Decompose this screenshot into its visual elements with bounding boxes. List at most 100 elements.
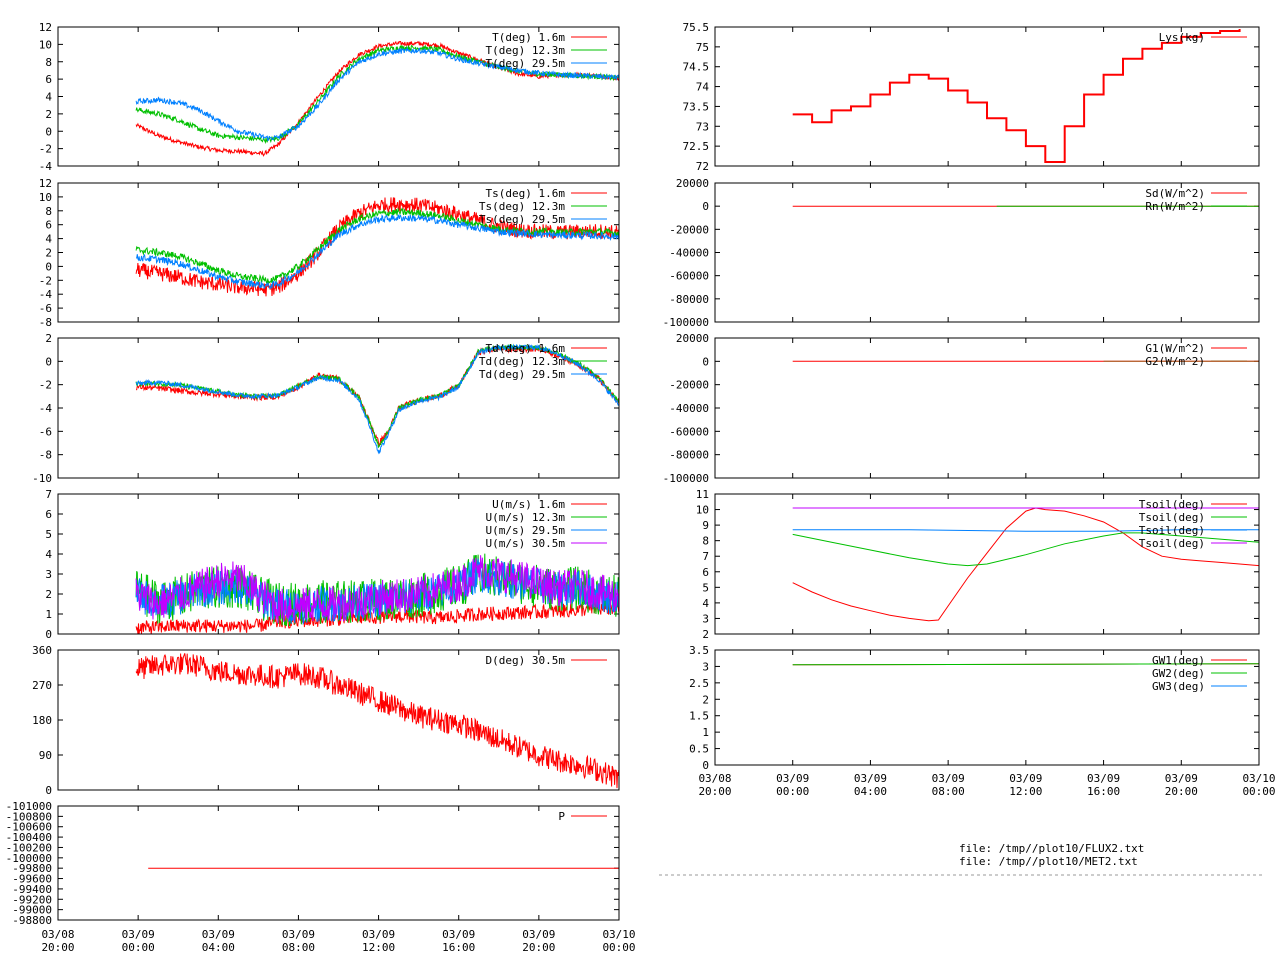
x-tick-time: 00:00 xyxy=(776,785,809,798)
legend-label: Tsoil(deg) xyxy=(1139,537,1205,550)
series-line xyxy=(135,653,619,789)
y-tick-label: 2.5 xyxy=(689,677,709,690)
y-tick-label: 72 xyxy=(696,160,709,173)
series-line xyxy=(792,529,1259,532)
y-tick-label: 73 xyxy=(696,120,709,133)
x-tick-time: 12:00 xyxy=(1009,785,1042,798)
legend-label: T(deg) 1.6m xyxy=(492,31,565,44)
x-tick-date: 03/10 xyxy=(602,928,635,941)
legend-label: GW2(deg) xyxy=(1152,667,1205,680)
y-tick-label: 8 xyxy=(45,205,52,218)
y-tick-label: 10 xyxy=(39,191,52,204)
y-tick-label: 2 xyxy=(702,628,709,641)
y-tick-label: 270 xyxy=(32,679,52,692)
x-tick-date: 03/09 xyxy=(932,772,965,785)
legend-label: GW1(deg) xyxy=(1152,654,1205,667)
x-tick-time: 12:00 xyxy=(362,941,395,954)
y-tick-label: 6 xyxy=(45,508,52,521)
panel-gw: 3.5 3 2.5 2 1.5 1 0.5 0 GW1(deg)GW2(deg)GW3(deg) xyxy=(689,644,1260,772)
series-line xyxy=(136,345,619,447)
y-tick-label: 180 xyxy=(32,714,52,727)
x-tick-time: 04:00 xyxy=(854,785,887,798)
y-tick-label: 5 xyxy=(702,581,709,594)
y-tick-label: 6 xyxy=(45,73,52,86)
plot-frame xyxy=(57,805,620,921)
y-tick-label: 8 xyxy=(702,535,709,548)
y-tick-label: 0 xyxy=(45,260,52,273)
y-tick-label: -40000 xyxy=(669,402,709,415)
y-tick-label: 1.5 xyxy=(689,710,709,723)
y-tick-label: 11 xyxy=(696,488,709,501)
y-tick-label: 8 xyxy=(45,56,52,69)
x-tick-time: 20:00 xyxy=(41,941,74,954)
x-tick-time: 20:00 xyxy=(698,785,731,798)
series-line xyxy=(792,507,1259,622)
series-line xyxy=(135,555,619,624)
y-tick-label: -98800 xyxy=(12,914,52,927)
x-tick-date: 03/09 xyxy=(122,928,155,941)
y-tick-label: 360 xyxy=(32,644,52,657)
legend-label: Tsoil(deg) xyxy=(1139,498,1205,511)
y-tick-label: -2 xyxy=(39,143,52,156)
plot-frame xyxy=(714,337,1260,479)
x-tick-time: 08:00 xyxy=(932,785,965,798)
y-tick-label: 75 xyxy=(696,41,709,54)
plot-frame xyxy=(714,182,1260,323)
y-tick-label: -99000 xyxy=(12,904,52,917)
series-line xyxy=(135,40,619,157)
y-tick-label: -99200 xyxy=(12,893,52,906)
y-tick-label: 10 xyxy=(39,38,52,51)
legend-label: Ts(deg) 1.6m xyxy=(486,187,566,200)
y-tick-label: -20000 xyxy=(669,223,709,236)
y-tick-label: -2 xyxy=(39,379,52,392)
y-tick-label: 6 xyxy=(45,219,52,232)
y-tick-label: 7 xyxy=(702,550,709,563)
y-tick-label: -80000 xyxy=(669,293,709,306)
y-tick-label: 3 xyxy=(702,660,709,673)
series-line xyxy=(135,343,619,455)
y-tick-label: 2 xyxy=(45,108,52,121)
x-tick-time: 00:00 xyxy=(122,941,155,954)
legend-label: Lys(kg) xyxy=(1159,31,1205,44)
plot-frame xyxy=(57,182,620,323)
y-tick-label: -4 xyxy=(39,288,53,301)
y-tick-label: 0 xyxy=(45,355,52,368)
x-tick-date: 03/10 xyxy=(1242,772,1275,785)
x-tick-time: 00:00 xyxy=(602,941,635,954)
legend-label: Tsoil(deg) xyxy=(1139,524,1205,537)
y-tick-label: 12 xyxy=(39,177,52,190)
y-tick-label: 20000 xyxy=(676,177,709,190)
y-tick-label: 73.5 xyxy=(683,100,710,113)
x-tick-date: 03/09 xyxy=(202,928,235,941)
y-tick-label: -80000 xyxy=(669,449,709,462)
y-tick-label: -8 xyxy=(39,316,52,329)
x-tick-time: 20:00 xyxy=(1165,785,1198,798)
legend-label: G2(W/m^2) xyxy=(1145,355,1205,368)
y-tick-label: 2 xyxy=(45,332,52,345)
legend-label: U(m/s) 12.3m xyxy=(486,511,566,524)
y-tick-label: 74 xyxy=(696,81,710,94)
y-tick-label: 0 xyxy=(702,355,709,368)
panel-t: 12 10 8 6 4 2 0 -2 -4 T(deg) 1.6mT(deg) 12.3mT(de… xyxy=(39,21,620,173)
x-tick-time: 08:00 xyxy=(282,941,315,954)
y-tick-label: -99800 xyxy=(12,862,52,875)
legend-label: T(deg) 29.5m xyxy=(486,57,566,70)
legend-label: Td(deg) 1.6m xyxy=(486,342,566,355)
x-tick-date: 03/09 xyxy=(1087,772,1120,785)
y-tick-label: 12 xyxy=(39,21,52,34)
y-tick-label: 2 xyxy=(45,588,52,601)
panel-p: -101000-100800-100600-100400-100200-1000… xyxy=(6,800,620,927)
legend-label: Ts(deg) 12.3m xyxy=(479,200,565,213)
x-tick-date: 03/09 xyxy=(442,928,475,941)
y-tick-label: 9 xyxy=(702,519,709,532)
panel-lys: 75.5 75 74.5 74 73.5 73 72.5 72 Lys(kg) xyxy=(683,21,1260,173)
y-tick-label: 2 xyxy=(45,247,52,260)
x-tick-date: 03/09 xyxy=(362,928,395,941)
series-line xyxy=(792,532,1259,567)
y-tick-label: -60000 xyxy=(669,425,709,438)
plot-frame xyxy=(714,493,1260,635)
x-tick-date: 03/09 xyxy=(854,772,887,785)
legend-label: Sd(W/m^2) xyxy=(1145,187,1205,200)
